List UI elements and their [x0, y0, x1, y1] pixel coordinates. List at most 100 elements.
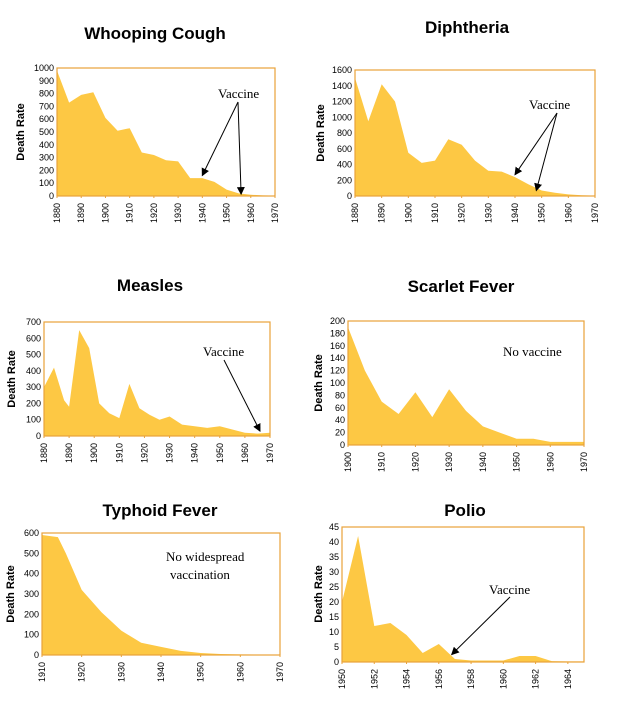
y-tick-label: 180: [330, 328, 345, 338]
chart-diphtheria: Diphtheria Death Rate 0 200 400 600 800 1000 120…: [315, 18, 600, 223]
x-tick-label: 1970: [579, 452, 589, 472]
x-tick-label: 1970: [265, 443, 275, 463]
x-tick-label: 1950: [337, 669, 347, 689]
y-tick-label: 800: [39, 89, 54, 99]
annotation-text: Vaccine: [489, 582, 530, 597]
y-tick-label: 500: [24, 548, 39, 558]
plot-frame: [347, 320, 585, 446]
y-tick-label: 0: [334, 657, 339, 667]
y-tick-label: 600: [24, 528, 39, 538]
x-tick-label: 1952: [369, 669, 379, 689]
area-series: [348, 327, 584, 445]
annotation-arrow: [534, 112, 558, 192]
y-tick-label: 400: [337, 160, 352, 170]
y-tick-label: 500: [39, 127, 54, 137]
annotation-text: vaccination: [170, 567, 230, 582]
y-tick-label: 35: [329, 552, 339, 562]
plot-frame: [354, 69, 596, 197]
x-tick-label: 1930: [165, 443, 175, 463]
plot-frame: [43, 321, 271, 437]
y-tick-label: 800: [337, 128, 352, 138]
y-tick-label: 100: [39, 178, 54, 188]
annotation-arrow: [450, 596, 511, 656]
y-tick-label: 40: [329, 537, 339, 547]
x-tick-label: 1900: [403, 203, 413, 223]
chart-scarlet: Scarlet Fever Death Rate 0 20 40 60 80 100 120 14…: [313, 277, 589, 472]
x-tick-label: 1920: [410, 452, 420, 472]
area-series: [42, 535, 280, 655]
x-tick-label: 1962: [531, 669, 541, 689]
y-tick-label: 900: [39, 76, 54, 86]
y-tick-label: 0: [34, 650, 39, 660]
y-tick-label: 700: [39, 101, 54, 111]
y-tick-label: 500: [26, 350, 41, 360]
y-tick-label: 10: [329, 627, 339, 637]
area-series: [44, 330, 270, 436]
x-tick-label: 1930: [173, 203, 183, 223]
chart-whooping: Whooping Cough Death Rate 0 100 200 300 400 500…: [15, 24, 280, 223]
chart-title: Measles: [117, 276, 183, 295]
y-tick-label: 600: [26, 333, 41, 343]
y-tick-label: 200: [24, 609, 39, 619]
x-tick-label: 1930: [483, 203, 493, 223]
x-tick-label: 1940: [510, 203, 520, 223]
y-tick-label: 20: [329, 597, 339, 607]
y-tick-label: 1200: [332, 97, 352, 107]
y-axis-label: Death Rate: [5, 565, 17, 622]
y-tick-label: 120: [330, 366, 345, 376]
y-tick-label: 0: [340, 440, 345, 450]
y-tick-label: 300: [26, 382, 41, 392]
chart-measles: Measles Death Rate 0 100 200 300 400 500 600 700 1…: [6, 276, 275, 463]
x-tick-label: 1890: [76, 203, 86, 223]
x-tick-label: 1960: [563, 203, 573, 223]
y-tick-label: 0: [49, 191, 54, 201]
chart-typhoid: Typhoid Fever Death Rate 0 100 200 300 400 500 6…: [5, 501, 285, 682]
y-tick-label: 5: [334, 642, 339, 652]
x-tick-label: 1910: [114, 443, 124, 463]
x-tick-label: 1940: [478, 452, 488, 472]
x-tick-label: 1910: [430, 203, 440, 223]
annotation-arrow: [236, 101, 245, 196]
y-tick-label: 100: [24, 630, 39, 640]
chart-polio: Polio Death Rate 0 5 10 15 20 25 30 35 40 45 1950 195…: [313, 501, 585, 689]
x-tick-label: 1960: [235, 662, 245, 682]
y-tick-label: 15: [329, 612, 339, 622]
y-tick-label: 200: [330, 316, 345, 326]
x-tick-label: 1910: [125, 203, 135, 223]
x-tick-label: 1880: [350, 203, 360, 223]
x-tick-label: 1960: [498, 669, 508, 689]
x-tick-label: 1950: [537, 203, 547, 223]
annotation-arrow: [514, 112, 558, 176]
y-tick-label: 200: [39, 165, 54, 175]
x-tick-label: 1900: [89, 443, 99, 463]
chart-title: Scarlet Fever: [408, 277, 515, 296]
y-tick-label: 20: [335, 428, 345, 438]
x-tick-label: 1960: [246, 203, 256, 223]
x-tick-label: 1970: [275, 662, 285, 682]
x-tick-label: 1920: [139, 443, 149, 463]
x-tick-label: 1940: [197, 203, 207, 223]
y-tick-label: 60: [335, 403, 345, 413]
x-tick-label: 1920: [77, 662, 87, 682]
x-tick-label: 1950: [512, 452, 522, 472]
x-tick-label: 1970: [270, 203, 280, 223]
x-tick-label: 1930: [444, 452, 454, 472]
x-tick-label: 1950: [196, 662, 206, 682]
y-tick-label: 600: [337, 144, 352, 154]
x-tick-label: 1960: [240, 443, 250, 463]
y-tick-label: 300: [39, 153, 54, 163]
x-tick-label: 1954: [402, 669, 412, 689]
annotation-arrow: [201, 101, 239, 177]
y-tick-label: 300: [24, 589, 39, 599]
y-tick-label: 45: [329, 522, 339, 532]
x-tick-label: 1890: [377, 203, 387, 223]
chart-title: Whooping Cough: [84, 24, 226, 43]
y-axis-label: Death Rate: [313, 354, 325, 411]
x-tick-label: 1950: [215, 443, 225, 463]
plot-frame: [341, 526, 585, 663]
x-tick-label: 1956: [434, 669, 444, 689]
y-tick-label: 25: [329, 582, 339, 592]
y-tick-label: 1600: [332, 65, 352, 75]
x-tick-label: 1910: [377, 452, 387, 472]
y-tick-label: 600: [39, 114, 54, 124]
